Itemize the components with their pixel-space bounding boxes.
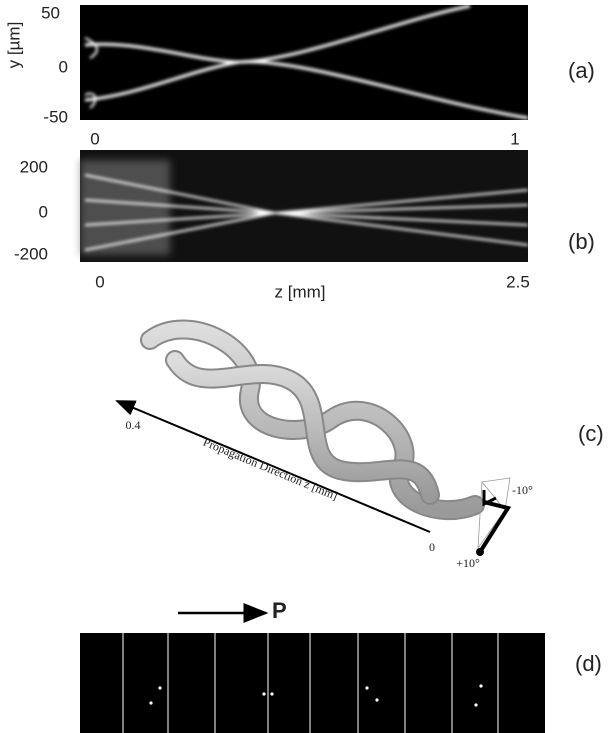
y-tick-label: 200: [20, 157, 48, 176]
y-tick-label: 0: [59, 57, 68, 76]
x-tick-label: 0: [90, 129, 99, 148]
panel-label: (b): [568, 229, 595, 254]
panel-label: (d): [575, 651, 602, 676]
y-tick-label: -200: [14, 244, 48, 263]
arrow-label: P: [272, 598, 287, 623]
y-tick-label: -50: [43, 107, 68, 126]
y-axis-label: y [µm]: [4, 22, 23, 69]
panel-c: 0.4 0 Propagation Direction z [mm] -10° …: [117, 330, 604, 570]
angle-icon: [476, 478, 510, 556]
axis-start-label: 0: [429, 540, 435, 554]
beam-glow: [80, 160, 170, 255]
angle-label: -10°: [512, 483, 533, 497]
figure: 50 0 -50 y [µm] 0 1 (a) 200 0 -200 0 2.5…: [0, 0, 609, 733]
x-tick-label: 0: [95, 272, 104, 291]
y-tick-label: 0: [39, 202, 48, 221]
panel-label: (a): [568, 58, 595, 83]
panel-b: 200 0 -200 0 2.5 z [mm] (b): [14, 150, 595, 301]
spot-image: [80, 633, 545, 733]
panel-label: (c): [578, 421, 604, 446]
panel-d: P (d): [80, 598, 602, 733]
x-tick-label: 1: [510, 129, 519, 148]
angle-label: +10°: [456, 556, 480, 570]
axis-end-label: 0.4: [126, 418, 141, 432]
x-axis-label: z [mm]: [275, 282, 326, 301]
y-tick-label: 50: [41, 3, 60, 22]
x-tick-label: 2.5: [506, 272, 530, 291]
panel-a: 50 0 -50 y [µm] 0 1 (a): [4, 3, 594, 148]
beam-image: [80, 5, 528, 120]
